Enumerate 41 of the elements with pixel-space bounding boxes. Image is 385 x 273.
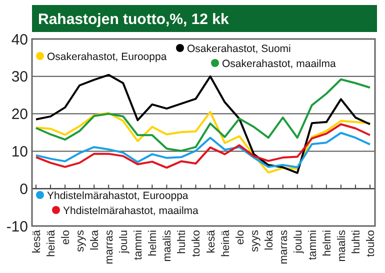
y-tick-label: 30: [11, 68, 28, 86]
line-series: [35, 132, 371, 168]
y-tick-label: 20: [11, 106, 28, 124]
x-tick-label: heinä: [46, 229, 58, 257]
x-tick-label: helmi: [147, 230, 160, 256]
x-tick-label: joulu: [292, 230, 304, 254]
legend-label: Osakerahastot, Eurooppa: [47, 51, 167, 63]
x-tick-label: touko: [365, 230, 377, 257]
x-tick-label: kesä: [205, 229, 218, 254]
legend-label: Osakerahastot, maailma: [222, 58, 336, 70]
x-tick-label: maalis: [336, 230, 348, 262]
line-series: [35, 110, 371, 174]
x-tick-label: helmi: [321, 230, 334, 256]
x-tick-label: tammi: [306, 230, 319, 260]
x-tick-label: heinä: [220, 229, 232, 257]
x-tick-label: syys: [74, 230, 87, 252]
y-tick-label: 0: [20, 180, 28, 198]
x-tick-label: loka: [263, 229, 276, 250]
x-tick-label: huhti: [176, 230, 188, 254]
legend-label: Yhdistelmärahastot, maailma: [63, 205, 199, 217]
x-tick-label: maalis: [162, 230, 174, 262]
chart-title: Rahastojen tuotto,%, 12 kk: [38, 11, 230, 28]
y-tick-label: 10: [11, 143, 28, 160]
x-tick-label: touko: [190, 230, 203, 257]
line-series: [35, 74, 371, 174]
line-series: [35, 78, 371, 152]
x-tick-label: tammi: [132, 230, 145, 260]
legend-label: Yhdistelmärahastot, Eurooppa: [47, 190, 188, 202]
x-tick-label: marras: [104, 230, 116, 264]
x-tick-label: kesä: [31, 229, 43, 254]
x-tick-label: elo: [60, 230, 72, 245]
legend-label: Osakerahastot, Suomi: [187, 43, 291, 55]
x-tick-label: marras: [278, 230, 290, 264]
x-tick-label: loka: [89, 229, 102, 250]
x-tick-label: elo: [234, 230, 246, 245]
y-tick-label: 40: [11, 31, 28, 48]
line-series: [35, 123, 371, 169]
x-tick-label: joulu: [118, 230, 130, 254]
x-tick-label: huhti: [350, 230, 362, 254]
x-tick-label: syys: [248, 230, 261, 252]
y-tick-label: -10: [6, 218, 28, 236]
